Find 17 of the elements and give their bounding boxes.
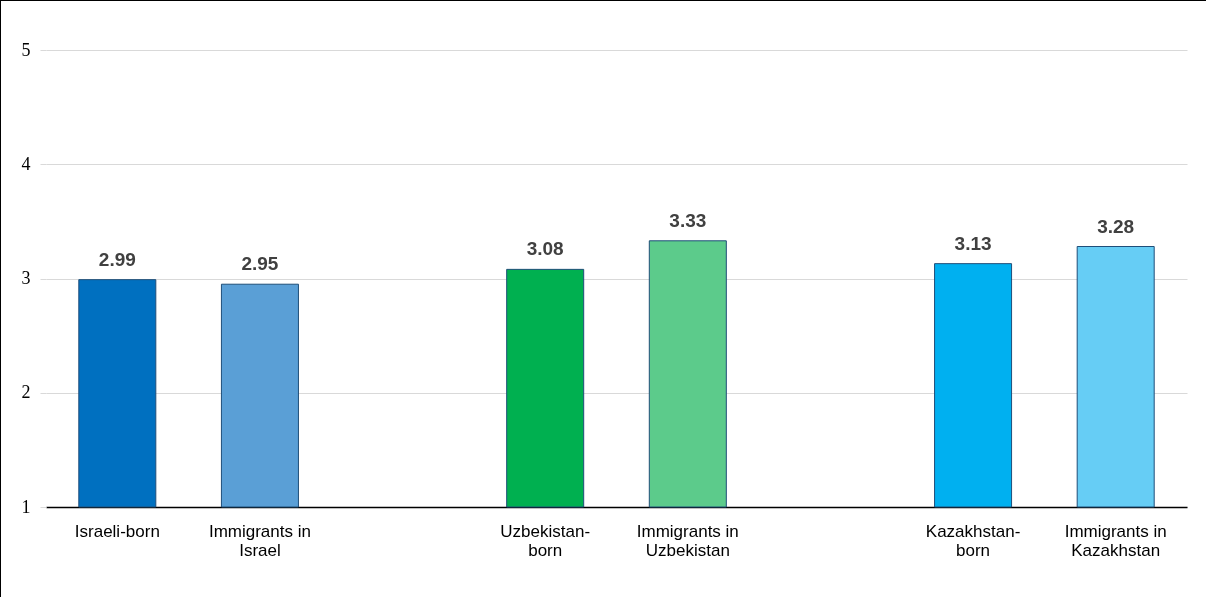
- data-label: 2.99: [98, 248, 136, 270]
- data-label: 3.08: [526, 238, 564, 260]
- x-tick-label: Uzbekistan-born: [500, 521, 591, 560]
- y-tick-label: 1: [21, 496, 31, 517]
- x-tick-label: Immigrants in Israel: [208, 521, 311, 560]
- y-tick-label: 5: [21, 39, 31, 60]
- x-tick-label: Immigrants in Uzbekistan: [636, 521, 739, 560]
- y-tick-label: 2: [21, 382, 31, 403]
- data-label: 3.28: [1097, 215, 1135, 237]
- y-tick-label: 3: [21, 268, 31, 288]
- data-label: 3.33: [669, 209, 707, 231]
- y-tick-label: 4: [21, 153, 31, 174]
- x-tick-label: Israeli-born: [74, 521, 160, 541]
- x-tick-label: Kazakhstan-born: [925, 521, 1021, 560]
- data-label: 3.13: [954, 232, 992, 254]
- x-tick-label: Immigrants in Kazakhstan: [1064, 521, 1167, 560]
- data-label: 2.95: [241, 253, 279, 275]
